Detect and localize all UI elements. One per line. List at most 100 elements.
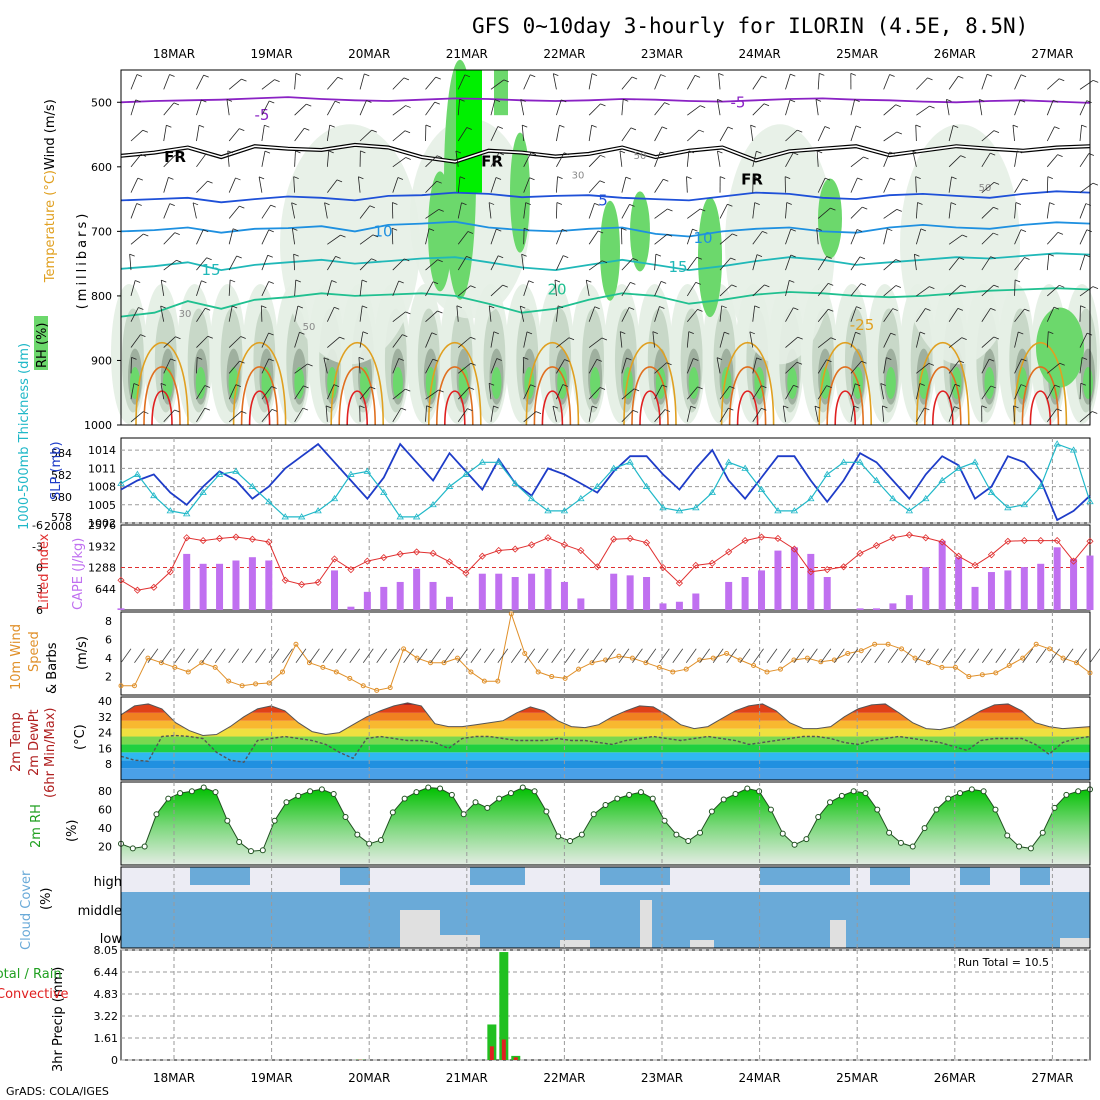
- cape-bar: [1037, 563, 1045, 610]
- isotherm-label: 30: [179, 309, 192, 320]
- thickness-marker: [412, 513, 421, 520]
- cape-bar: [347, 606, 355, 610]
- wind-barb: [981, 336, 995, 348]
- wind-speed-marker: [764, 669, 770, 675]
- wind-barb-flag: [594, 306, 600, 310]
- rh-marker: [850, 788, 857, 795]
- wind-speed-marker: [1060, 655, 1066, 661]
- wind-barb: [488, 383, 492, 400]
- li-marker: [560, 541, 569, 549]
- wind-barb-flag: [530, 74, 536, 78]
- wind-barb-flag: [621, 227, 627, 231]
- wind-barb: [785, 307, 794, 322]
- cloud-middle-label: middle: [78, 904, 122, 919]
- wind-barb: [749, 331, 754, 348]
- wind-barb-flag: [601, 260, 608, 264]
- surface-wind-barb: [941, 648, 953, 663]
- wind-barb: [981, 385, 992, 400]
- wind-barb: [488, 305, 492, 322]
- wind-barb: [752, 75, 762, 90]
- wind-barb-flag: [652, 331, 658, 335]
- wind-barb: [883, 151, 891, 167]
- wind-barb: [1014, 279, 1016, 296]
- cape-bar: [495, 573, 503, 610]
- wind-barb-flag: [1053, 306, 1060, 310]
- wind-barb-flag: [666, 362, 672, 366]
- ylabel-temp-units: (°C): [73, 724, 88, 750]
- cape-bar: [216, 563, 224, 610]
- isotherm-loop: [533, 366, 572, 426]
- wind-barb-flag: [135, 280, 141, 283]
- thickness-marker: [889, 494, 897, 502]
- rh-marker: [212, 789, 219, 796]
- rh-marker: [247, 848, 254, 855]
- wind-barb: [163, 336, 176, 348]
- wind-barb: [556, 125, 560, 142]
- thickness-marker: [429, 501, 437, 508]
- dewpoint-line: [120, 734, 1091, 763]
- thickness-marker: [905, 507, 914, 514]
- surface-wind-barb: [645, 648, 657, 663]
- wind-barb: [752, 103, 765, 116]
- li-marker: [150, 583, 158, 591]
- wind-barb: [294, 332, 300, 348]
- wind-barb-flag: [235, 384, 241, 388]
- wind-barb-flag: [785, 176, 791, 180]
- thickness-tick-label: 578: [51, 511, 72, 524]
- wind-barb-flag: [562, 384, 568, 387]
- wind-barb-flag: [752, 176, 759, 180]
- rh-shade-green: [491, 367, 502, 400]
- wind-barb-flag: [912, 150, 918, 154]
- date-label-bottom: 22MAR: [543, 1071, 585, 1085]
- cape-bar: [1070, 558, 1078, 610]
- wind-barb: [719, 407, 729, 422]
- wind-barb-flag: [271, 409, 278, 412]
- date-axis-top: 18MAR 19MAR 20MAR 21MAR 22MAR 23MAR 24MAR 25MAR…: [153, 47, 1074, 61]
- wind-barb: [523, 411, 537, 423]
- wind-barb: [228, 305, 233, 322]
- wind-barb: [523, 384, 531, 400]
- cross-section-frame: [120, 69, 1091, 426]
- wind-barb: [392, 311, 406, 323]
- wind-barb-flag: [895, 259, 901, 262]
- wind-barb: [981, 232, 994, 245]
- wind-barb-flag: [696, 256, 702, 260]
- wind-barb: [196, 280, 202, 297]
- wind-barb: [490, 229, 497, 245]
- wind-barb-flag: [623, 98, 629, 102]
- wind-speed-marker: [912, 655, 918, 661]
- wind-barb-flag: [405, 388, 411, 392]
- rh-marker: [283, 799, 290, 806]
- surface-wind-barb: [995, 648, 1007, 663]
- cape-tick-label: 1288: [88, 562, 116, 575]
- thickness-line: [120, 443, 1091, 518]
- rh-shade-green: [1036, 307, 1084, 388]
- surface-wind-barb: [591, 648, 603, 663]
- wind-barb: [130, 177, 139, 193]
- wind-barb: [261, 358, 270, 374]
- cloud-cover-frame: [120, 866, 1091, 949]
- wind-barb: [687, 386, 698, 400]
- wind-barb: [916, 286, 930, 297]
- surface-wind-barb: [537, 648, 549, 663]
- cape-bar: [987, 572, 995, 610]
- wind-barb-flag: [993, 181, 1000, 185]
- wind-barb: [130, 357, 132, 374]
- wind-barb-flag: [203, 74, 209, 78]
- wind-barb-flag: [559, 124, 565, 128]
- wind-barb-flag: [762, 231, 768, 234]
- wind-barb-flag: [826, 359, 832, 363]
- thickness-marker: [987, 488, 996, 496]
- thickness-marker: [182, 510, 191, 517]
- wind-barb-flag: [340, 234, 346, 238]
- precip-tick-label: 6.44: [94, 966, 119, 979]
- wind-barb-flag: [358, 176, 364, 180]
- wind-barb-flag: [241, 78, 247, 82]
- date-axis-bottom: 18MAR 19MAR 20MAR 21MAR 22MAR 23MAR 24MAR 25MAR…: [153, 1071, 1074, 1085]
- wind-barb: [196, 308, 206, 322]
- thickness-marker: [642, 482, 651, 489]
- wind-barb: [948, 155, 961, 168]
- li-marker: [478, 552, 486, 560]
- wind-barb: [948, 176, 952, 193]
- rh-marker: [224, 817, 231, 824]
